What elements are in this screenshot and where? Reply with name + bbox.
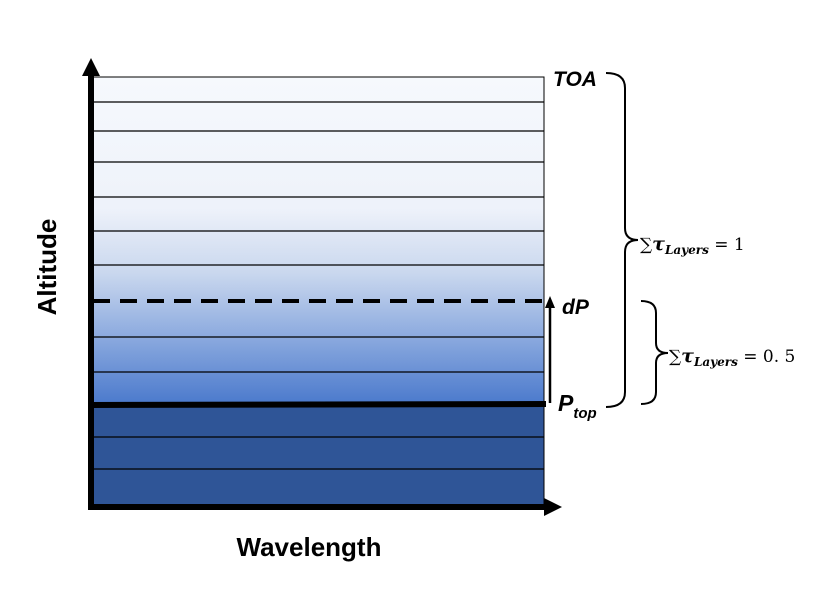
lower-atmosphere-region: [92, 404, 545, 506]
pressure-arrow-icon: [545, 296, 555, 308]
half-optical-depth-equation: ∑τLayers = 0. 5: [669, 345, 795, 369]
half-brace-icon: [640, 300, 669, 405]
x-axis-arrow-icon: [544, 498, 562, 516]
upper-layer-lines: [93, 101, 544, 373]
ptop-thick-line: [90, 401, 547, 408]
x-axis-title: Wavelength: [237, 532, 382, 562]
y-axis-arrow-icon: [82, 58, 100, 76]
lower-layer-lines: [93, 436, 544, 470]
upper-atmosphere-region: [92, 76, 545, 406]
total-brace-icon: [605, 72, 639, 408]
total-optical-depth-equation: ∑τLayers = 1: [640, 233, 745, 257]
toa-label: TOA: [553, 68, 597, 91]
ptop-label: Ptop: [558, 390, 597, 422]
dp-label: dP: [562, 296, 590, 319]
y-axis-title: Altitude: [32, 219, 62, 316]
